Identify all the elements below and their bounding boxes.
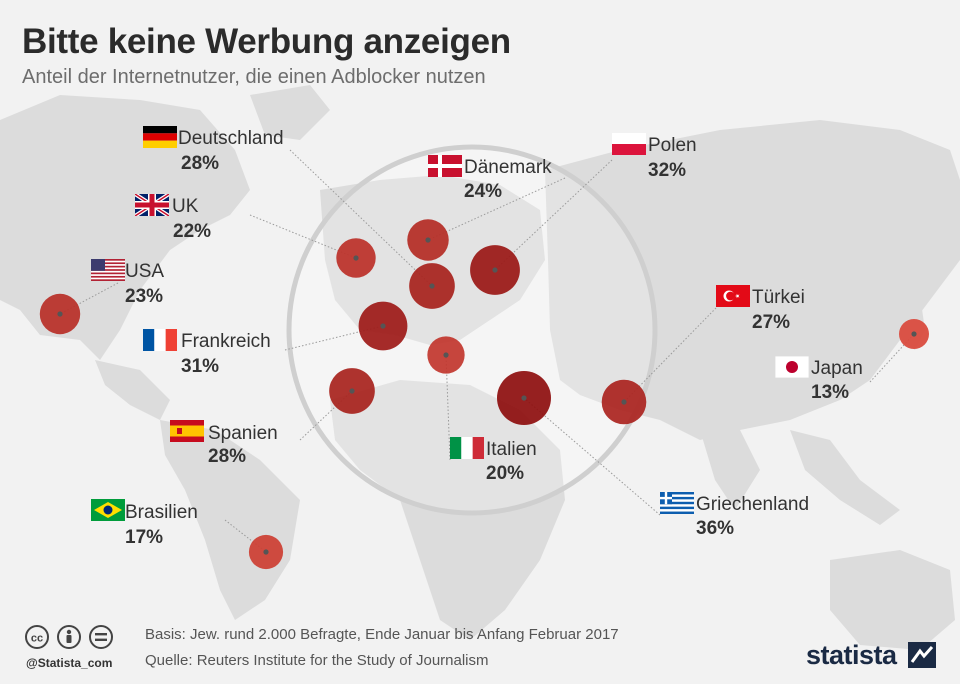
country-name-uk: UK — [172, 196, 199, 217]
bubble-center-dot-griechenland — [521, 395, 527, 401]
country-value-frankreich: 31% — [181, 356, 220, 377]
bubble-center-dot-japan — [911, 331, 917, 337]
bubble-frankreich — [358, 301, 408, 351]
statista-logo-text: statista — [806, 640, 897, 670]
country-value-daenemark: 24% — [464, 181, 503, 202]
flag-jp-icon — [775, 356, 809, 378]
leader-line-deutschland — [289, 149, 433, 287]
bubble-center-dot-uk — [353, 255, 359, 261]
bubble-center-dot-usa — [57, 311, 63, 317]
country-value-deutschland: 28% — [181, 153, 220, 174]
bubble-italien — [427, 336, 465, 374]
no-derivatives-icon — [89, 625, 113, 649]
bubbles — [39, 219, 929, 570]
leader-line-japan — [869, 333, 915, 383]
flag-de-icon — [143, 126, 177, 148]
country-value-uk: 22% — [173, 221, 212, 242]
country-name-italien: Italien — [486, 439, 537, 460]
land-australia — [830, 550, 955, 650]
footer-source: Quelle: Reuters Institute for the Study … — [145, 652, 489, 669]
bubble-brasilien — [248, 534, 284, 570]
flag-es-icon — [170, 420, 204, 442]
country-name-brasilien: Brasilien — [125, 502, 198, 523]
country-name-japan: Japan — [811, 358, 863, 379]
bubble-center-dot-tuerkei — [621, 399, 627, 405]
country-name-griechenland: Griechenland — [696, 494, 810, 515]
flag-dk-icon — [428, 155, 462, 177]
country-value-usa: 23% — [125, 286, 164, 307]
flag-pl-icon — [612, 133, 646, 155]
country-name-polen: Polen — [648, 135, 697, 156]
cc-icon: cc — [25, 625, 49, 649]
leader-line-usa — [59, 282, 119, 315]
leader-line-daenemark — [427, 177, 566, 241]
country-name-spanien: Spanien — [208, 423, 278, 444]
bubble-usa — [39, 293, 81, 335]
bubble-spanien — [329, 368, 375, 414]
bubble-center-dot-brasilien — [263, 549, 269, 555]
land-greenland — [250, 85, 330, 140]
chart-title: Bitte keine Werbung anzeigen — [22, 22, 511, 61]
flag-it-icon — [450, 437, 484, 459]
svg-text:cc: cc — [31, 633, 43, 645]
land-south-america — [160, 420, 300, 620]
country-name-deutschland: Deutschland — [178, 128, 284, 149]
flag-us-icon — [91, 259, 125, 281]
leader-line-polen — [494, 159, 613, 271]
land-india — [700, 430, 760, 510]
bubble-center-dot-polen — [492, 267, 498, 273]
country-value-brasilien: 17% — [125, 527, 164, 548]
chart-subtitle: Anteil der Internetnutzer, die einen Adb… — [22, 66, 486, 88]
footer-basis: Basis: Jew. rund 2.000 Befragte, Ende Ja… — [145, 626, 619, 643]
land-central-america — [95, 360, 170, 420]
flag-fr-icon — [143, 329, 177, 351]
flag-gb-icon — [135, 194, 169, 216]
country-name-tuerkei: Türkei — [752, 287, 805, 308]
country-name-frankreich: Frankreich — [181, 331, 271, 352]
flag-gr-icon — [660, 492, 694, 514]
attribution-icon — [57, 625, 81, 649]
bubble-polen — [470, 245, 520, 295]
europe-magnifier-ring — [286, 144, 658, 516]
land-southeast-asia — [790, 430, 900, 525]
bubble-center-dot-spanien — [349, 388, 355, 394]
statista-logo-icon — [908, 642, 936, 668]
bubble-deutschland — [409, 263, 455, 309]
bubble-griechenland — [497, 371, 551, 425]
bubble-tuerkei — [601, 379, 647, 425]
bubble-center-dot-daenemark — [425, 237, 431, 243]
country-value-tuerkei: 27% — [752, 312, 791, 333]
statista-handle: @Statista_com — [26, 656, 113, 670]
country-value-griechenland: 36% — [696, 518, 735, 539]
license-icons: cc — [25, 625, 113, 649]
country-value-spanien: 28% — [208, 446, 247, 467]
country-name-daenemark: Dänemark — [464, 157, 552, 178]
country-value-italien: 20% — [486, 463, 525, 484]
land-asia — [545, 120, 960, 440]
bubble-daenemark — [407, 219, 449, 261]
country-value-japan: 13% — [811, 382, 850, 403]
bubble-center-dot-frankreich — [380, 323, 386, 329]
bubble-uk — [336, 238, 376, 278]
land-north-america — [0, 95, 250, 360]
bubble-center-dot-italien — [443, 352, 449, 358]
country-value-polen: 32% — [648, 160, 687, 181]
country-name-usa: USA — [125, 261, 165, 282]
bubble-japan — [899, 319, 929, 349]
bubble-center-dot-deutschland — [429, 283, 435, 289]
flag-tr-icon — [716, 285, 750, 307]
flag-br-icon — [91, 499, 125, 521]
